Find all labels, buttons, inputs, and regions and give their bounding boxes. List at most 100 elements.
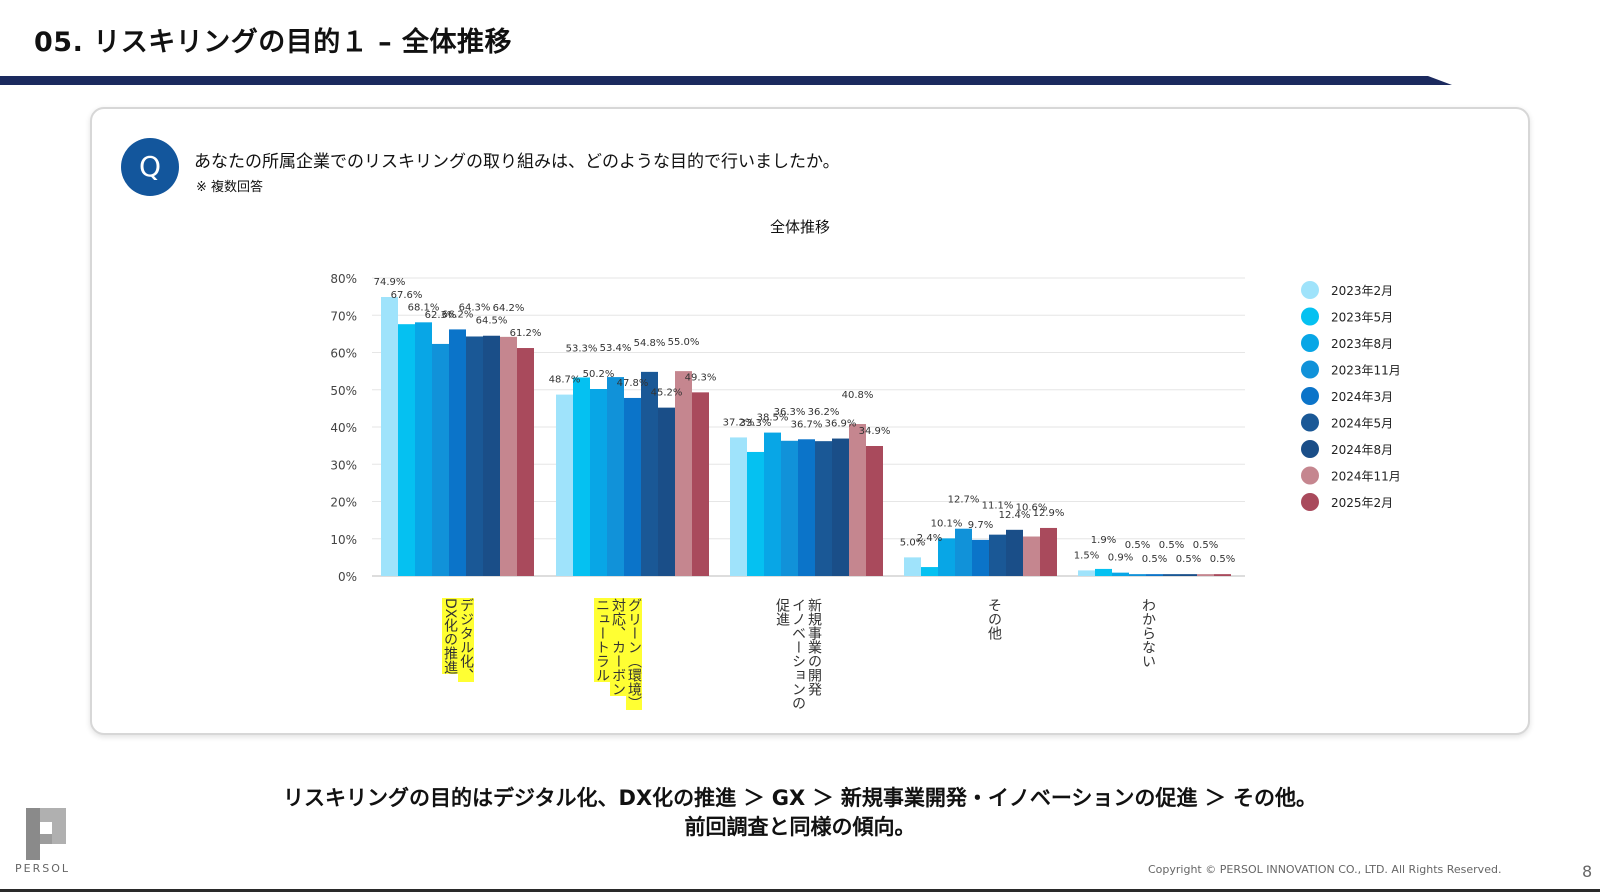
data-label: 55.0% — [668, 337, 700, 348]
bar — [500, 336, 517, 576]
bar — [415, 322, 432, 576]
data-label: 68.1% — [408, 302, 440, 313]
category-label-green: グリーン（環境） 対応、カーボン ニュートラル — [594, 598, 642, 718]
bar — [607, 377, 624, 576]
y-tick-label: 70% — [330, 309, 357, 323]
bar — [798, 439, 815, 576]
bar — [641, 371, 658, 576]
data-label: 12.4% — [999, 510, 1031, 521]
bar — [692, 392, 709, 576]
bar — [1078, 570, 1095, 576]
category-label-part: DX化の推進 — [442, 598, 458, 675]
data-label: 33.3% — [740, 418, 772, 429]
legend-label: 2024年5月 — [1331, 417, 1393, 431]
category-label-unknown: わからない — [1140, 598, 1156, 688]
data-label: 36.7% — [791, 419, 823, 430]
bar — [1197, 574, 1214, 576]
legend-label: 2025年2月 — [1331, 496, 1393, 510]
bar — [517, 348, 534, 576]
category-label-part: グリーン（環境） — [626, 598, 642, 710]
bar — [381, 296, 398, 576]
bar — [590, 389, 607, 576]
legend-label: 2024年11月 — [1331, 470, 1401, 484]
y-tick-label: 50% — [330, 384, 357, 398]
data-label: 53.4% — [600, 343, 632, 354]
data-label: 64.2% — [493, 303, 525, 314]
data-label: 34.9% — [859, 426, 891, 437]
category-label-part: イノベーションの — [790, 598, 806, 710]
bar — [866, 445, 883, 576]
category-label-new-business: 新規事業の開発 イノベーションの 促進 — [774, 598, 822, 723]
legend-label: 2023年2月 — [1331, 284, 1393, 298]
question-note: ※ 複数回答 — [196, 180, 264, 195]
category-label-part: デジタル化、 — [458, 598, 474, 682]
data-label: 0.5% — [1210, 554, 1235, 565]
data-label: 64.5% — [476, 316, 508, 327]
data-label: 36.2% — [808, 407, 840, 418]
legend-swatch — [1301, 387, 1319, 405]
bar — [573, 377, 590, 576]
data-label: 45.2% — [651, 388, 683, 399]
category-label-part: ニュートラル — [594, 598, 610, 682]
bar — [989, 534, 1006, 576]
bar — [1146, 574, 1163, 576]
bar — [1112, 572, 1129, 576]
data-label: 10.6% — [1016, 503, 1048, 514]
bar — [747, 451, 764, 576]
bar — [1214, 574, 1231, 576]
bar — [466, 336, 483, 576]
data-label: 2.4% — [917, 533, 942, 544]
bar — [1095, 568, 1112, 576]
legend-swatch — [1301, 281, 1319, 299]
chart-card — [90, 107, 1530, 735]
legend-swatch — [1301, 413, 1319, 432]
bar — [832, 438, 849, 576]
bar — [432, 343, 449, 576]
bar — [1180, 574, 1197, 576]
bar — [675, 371, 692, 576]
bar — [955, 528, 972, 576]
data-label: 0.5% — [1193, 540, 1218, 551]
category-label-other: その他 — [986, 598, 1002, 658]
legend-swatch — [1301, 307, 1319, 326]
data-label: 62.3% — [425, 310, 457, 321]
y-tick-label: 80% — [330, 272, 357, 286]
bar — [1006, 529, 1023, 576]
data-label: 10.1% — [931, 518, 963, 529]
data-label: 66.2% — [442, 309, 474, 320]
y-tick-label: 10% — [330, 533, 357, 547]
legend-label: 2024年3月 — [1331, 390, 1393, 404]
legend-label: 2023年5月 — [1331, 311, 1393, 325]
bar — [398, 324, 415, 576]
title-underline-bar — [0, 76, 1452, 85]
legend-label: 2023年11月 — [1331, 364, 1401, 378]
bar — [815, 441, 832, 576]
data-label: 40.8% — [842, 390, 874, 401]
data-label: 67.6% — [391, 290, 423, 301]
bar — [764, 432, 781, 576]
data-label: 48.7% — [549, 375, 581, 386]
y-tick-label: 60% — [330, 347, 357, 361]
data-label: 47.8% — [617, 378, 649, 389]
data-label: 74.9% — [374, 277, 406, 288]
data-label: 53.3% — [566, 343, 598, 354]
data-label: 0.5% — [1159, 540, 1184, 551]
category-label-part: その他 — [986, 598, 1002, 640]
category-label-digital-dx: デジタル化、 DX化の推進 — [442, 598, 474, 708]
chart-title: 全体推移 — [770, 218, 830, 236]
data-label: 50.2% — [583, 369, 615, 380]
bar — [556, 394, 573, 576]
bar — [1163, 574, 1180, 576]
data-label: 9.7% — [968, 520, 993, 531]
bar — [781, 440, 798, 576]
bar — [1129, 574, 1146, 576]
category-label-part: 促進 — [774, 598, 790, 626]
persol-logo-icon — [26, 808, 66, 860]
data-label: 1.5% — [1074, 550, 1099, 561]
data-label: 12.9% — [1033, 508, 1065, 519]
legend-swatch — [1301, 440, 1319, 458]
data-label: 49.3% — [685, 372, 717, 383]
data-label: 0.9% — [1108, 553, 1133, 564]
bar — [730, 437, 747, 576]
data-label: 11.1% — [982, 501, 1014, 512]
